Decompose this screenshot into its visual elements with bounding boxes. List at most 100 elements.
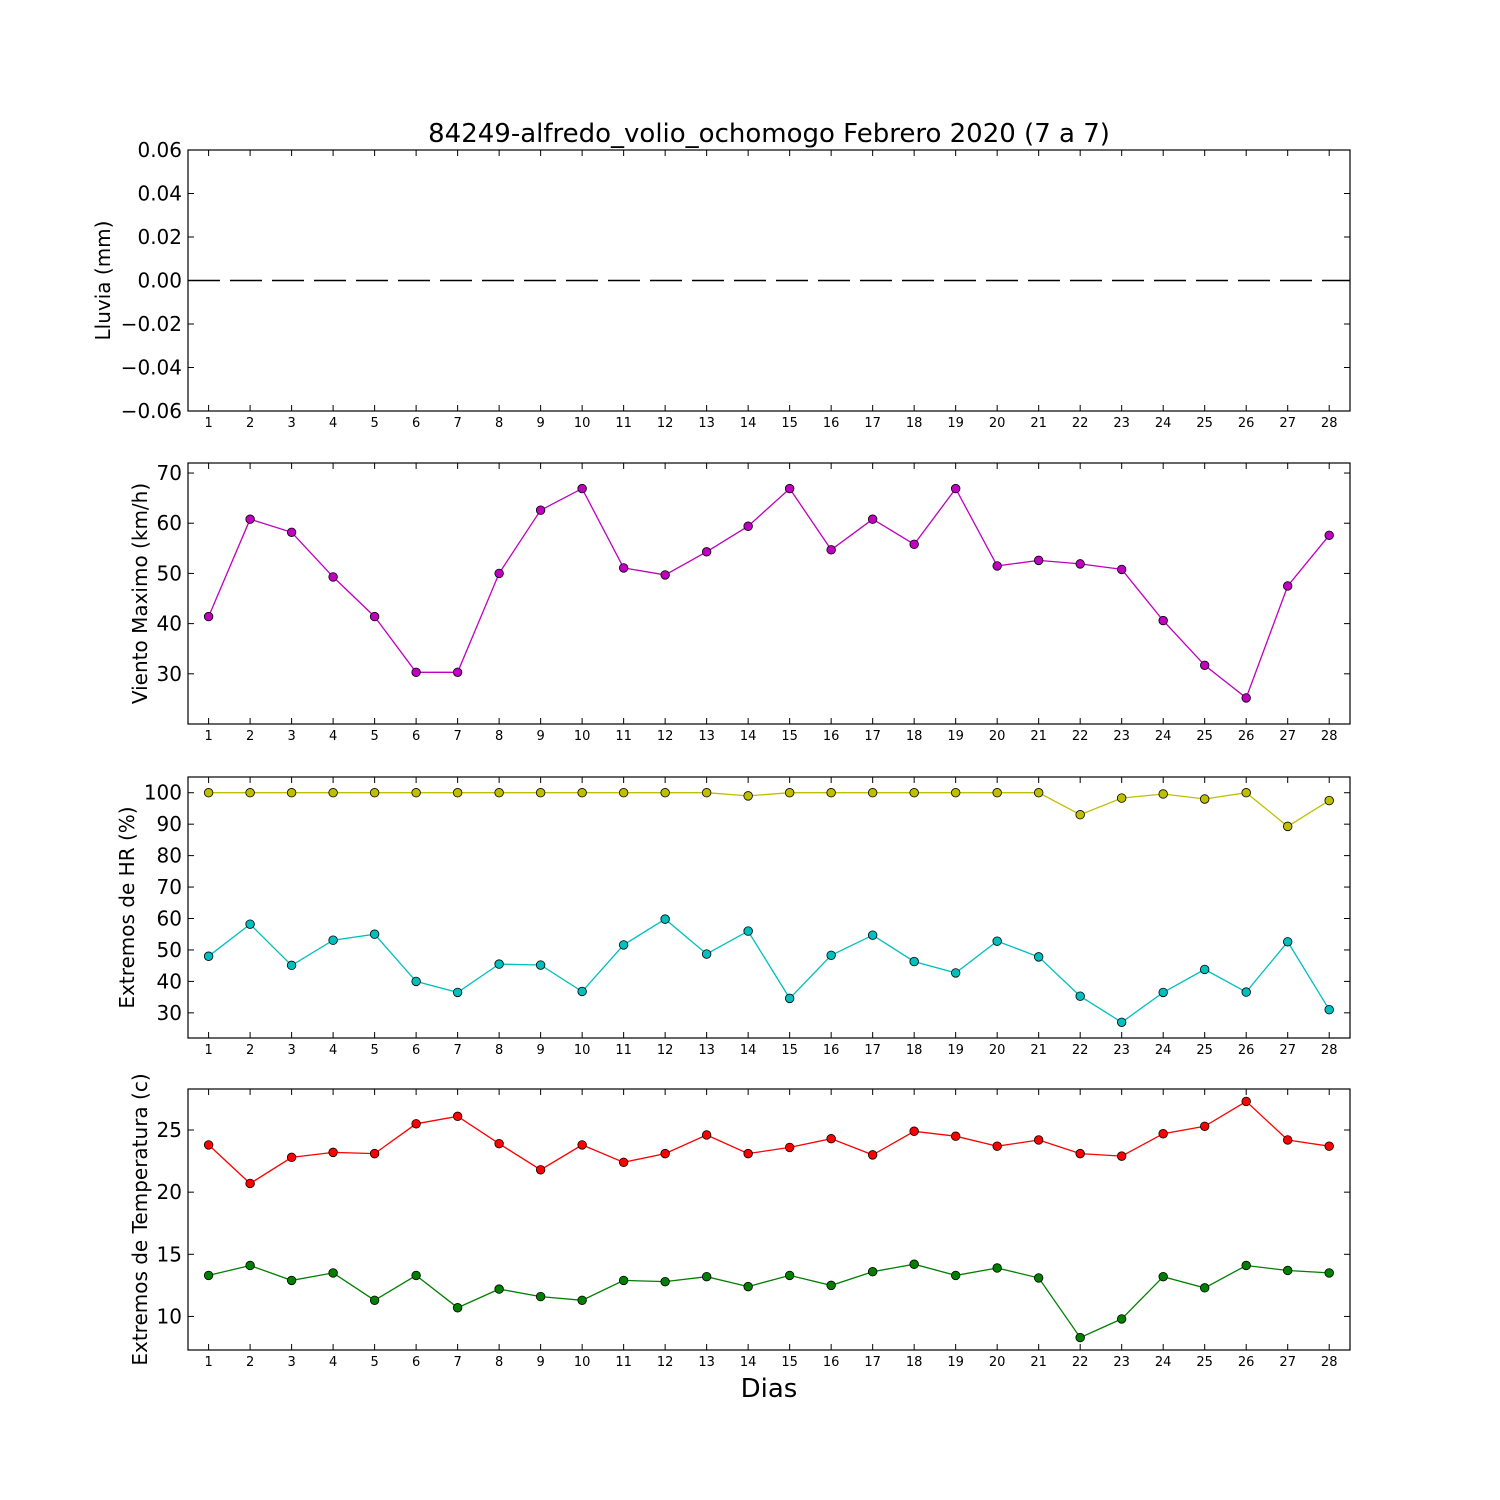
data-point (618, 788, 629, 798)
panel-lluvia: 0.060.040.020.00−0.02−0.04−0.061 2 3 4 5 6 7 8 9… (91, 138, 1351, 431)
data-point (245, 919, 255, 929)
data-point (950, 1131, 961, 1141)
x-tick-label: 1 (204, 729, 212, 744)
y-tick-label: 90 (157, 812, 182, 836)
data-point (328, 788, 338, 798)
data-point (328, 1147, 338, 1158)
data-point (660, 788, 670, 798)
data-point (369, 611, 380, 622)
data-point (411, 1119, 421, 1129)
data-point (1158, 1129, 1168, 1139)
x-tick-label: 18 (906, 416, 923, 431)
data-point (245, 1178, 255, 1189)
x-tick-label: 3 (287, 416, 295, 431)
x-tick-label: 26 (1238, 1355, 1255, 1370)
x-tick-label: 10 (574, 729, 591, 744)
data-point (411, 788, 421, 798)
data-point (452, 788, 463, 798)
x-tick-label: 1 (204, 1355, 212, 1370)
x-tick-label: 23 (1113, 1043, 1130, 1058)
data-point (411, 976, 421, 987)
data-point (1241, 987, 1251, 997)
x-tick-label: 24 (1155, 416, 1172, 431)
x-tick-label: 8 (495, 729, 503, 744)
data-point (784, 993, 795, 1004)
x-tick-label: 19 (947, 416, 964, 431)
x-tick-label: 20 (989, 1043, 1006, 1058)
x-tick-label: 4 (329, 729, 337, 744)
data-point (452, 987, 463, 998)
data-point (1241, 1096, 1251, 1107)
data-point (660, 914, 670, 924)
data-point (909, 956, 919, 967)
data-point (1199, 1283, 1210, 1293)
x-tick-label: 19 (947, 1043, 964, 1058)
data-point (1282, 1265, 1293, 1276)
data-point (1075, 810, 1085, 820)
data-point (577, 1295, 587, 1305)
data-point (1033, 1135, 1044, 1145)
x-tick-label: 18 (906, 1043, 923, 1058)
data-point (1033, 952, 1044, 962)
data-point (1158, 987, 1168, 998)
x-tick-label: 28 (1321, 1355, 1338, 1370)
x-tick-label: 14 (740, 1355, 757, 1370)
y-tick-label: 70 (157, 461, 182, 485)
data-point (369, 1295, 380, 1305)
x-tick-label: 9 (536, 1355, 544, 1370)
data-point (701, 547, 712, 557)
data-point (784, 788, 795, 798)
data-point (577, 788, 587, 798)
x-axis-label: Dias (741, 1374, 798, 1404)
x-tick-label: 3 (287, 1355, 295, 1370)
data-point (992, 788, 1002, 798)
series-line (208, 487, 1330, 699)
data-point (992, 561, 1002, 571)
x-tick-label: 16 (823, 416, 840, 431)
x-tick-label: 27 (1279, 1043, 1296, 1058)
x-tick-label: 14 (740, 729, 757, 744)
data-point (1158, 789, 1168, 799)
data-point (535, 788, 546, 798)
data-point (369, 788, 380, 798)
data-point (909, 1259, 919, 1269)
x-tick-label: 23 (1113, 416, 1130, 431)
x-tick-label: 4 (329, 1355, 337, 1370)
data-point (245, 514, 255, 524)
x-tick-label: 1 (204, 416, 212, 431)
data-point (909, 788, 919, 798)
data-point (494, 1138, 504, 1149)
data-point (867, 1266, 878, 1277)
data-point (660, 570, 670, 580)
x-tick-label: 17 (864, 416, 881, 431)
x-tick-label: 21 (1030, 729, 1047, 744)
x-tick-label: 8 (495, 416, 503, 431)
data-point (1324, 1004, 1334, 1015)
data-point (743, 521, 753, 531)
y-axis-label: Extremos de Temperatura (c) (128, 1073, 152, 1365)
x-tick-label: 16 (823, 1043, 840, 1058)
y-axis-label: Extremos de HR (%) (115, 806, 139, 1008)
y-tick-label: 50 (157, 561, 182, 585)
y-tick-label: 0.04 (137, 182, 182, 206)
y-tick-label: 0.02 (137, 225, 182, 249)
data-point (867, 514, 878, 524)
x-tick-label: 24 (1155, 1355, 1172, 1370)
x-tick-label: 28 (1321, 416, 1338, 431)
data-point (203, 788, 214, 798)
x-tick-label: 26 (1238, 1043, 1255, 1058)
x-tick-label: 11 (615, 729, 632, 744)
axes-frame (187, 776, 1351, 1039)
x-tick-label: 22 (1072, 729, 1089, 744)
data-point (203, 611, 214, 622)
data-point (743, 791, 753, 801)
data-point (1241, 788, 1251, 798)
x-tick-label: 16 (823, 1355, 840, 1370)
x-tick-label: 28 (1321, 729, 1338, 744)
axes-frame (187, 1088, 1351, 1351)
data-point (203, 951, 214, 961)
y-tick-label: 30 (157, 1001, 182, 1025)
